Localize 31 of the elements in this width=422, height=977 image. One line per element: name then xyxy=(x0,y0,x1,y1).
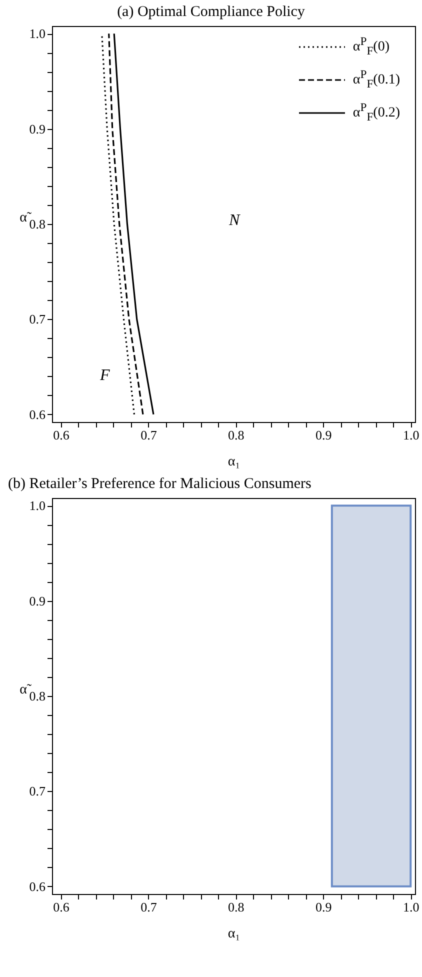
legend-label: α$^{P}$$_{F}$(0.1) xyxy=(352,68,400,91)
chart-title: (b) Retailer’s Preference for Malicious Consumers xyxy=(7,475,312,492)
y-tick-label: 0.8 xyxy=(29,688,46,704)
y-tick-label: 0.9 xyxy=(29,121,46,136)
y-tick-label: 0.9 xyxy=(29,593,46,608)
annotation: N xyxy=(229,212,240,229)
line-series xyxy=(113,32,154,416)
x-axis-title: α₁ xyxy=(228,454,240,470)
x-tick-label: 0.9 xyxy=(316,900,332,914)
x-tick-label: 1.0 xyxy=(403,428,420,442)
x-axis-title: α₁ xyxy=(228,926,240,942)
legend-label: α$^{P}$$_{F}$(0.2) xyxy=(352,101,400,124)
x-tick-label: 0.9 xyxy=(316,428,332,442)
line-series xyxy=(108,32,144,416)
x-tick-label: 0.6 xyxy=(53,428,70,442)
x-tick-label: 0.8 xyxy=(228,428,244,442)
y-tick-label: 0.7 xyxy=(29,784,46,799)
x-tick-label: 0.6 xyxy=(53,900,70,914)
x-tick-label: 0.7 xyxy=(140,900,158,914)
y-tick-label: 1.0 xyxy=(29,26,46,42)
x-tick-label: 0.8 xyxy=(228,900,244,914)
x-tick-label: 1.0 xyxy=(403,900,420,914)
x-tick-label: 0.7 xyxy=(140,428,158,442)
annotation: F xyxy=(100,367,110,384)
chart-title: (a) Optimal Compliance Policy xyxy=(116,3,306,20)
y-tick-label: 0.6 xyxy=(29,878,46,894)
y-tick-label: 1.0 xyxy=(29,498,46,514)
legend-label: α$^{P}$$_{F}$(0) xyxy=(352,35,390,58)
y-tick-label: 0.7 xyxy=(29,312,46,327)
y-tick-label: 0.6 xyxy=(29,406,46,422)
y-tick-label: 0.8 xyxy=(29,216,46,232)
